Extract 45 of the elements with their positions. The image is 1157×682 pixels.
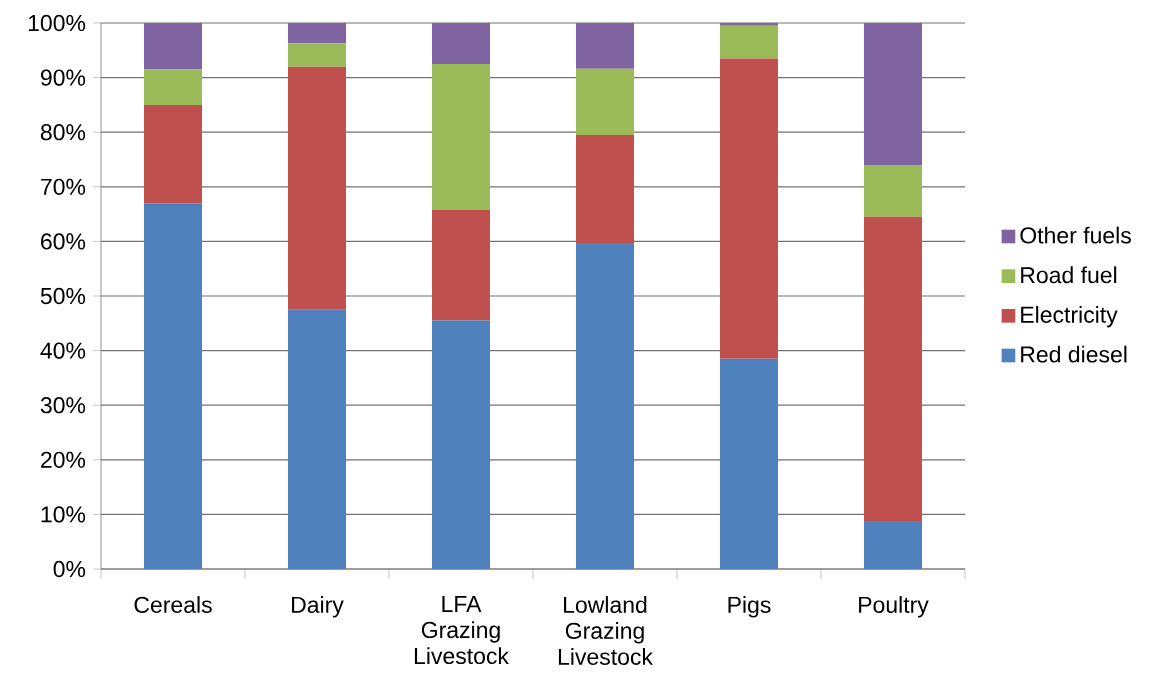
- bar: [863, 520, 922, 569]
- legend-label: Red diesel: [1021, 345, 1127, 363]
- bar: [863, 164, 922, 217]
- y-tick-label: 90%: [40, 69, 86, 86]
- bar: [719, 23, 778, 26]
- x-tick-label: Lowland Grazing Livestock: [558, 596, 653, 665]
- y-tick-label: 10%: [41, 506, 86, 523]
- bar: [144, 69, 202, 105]
- bar: [432, 320, 490, 569]
- y-tick-label: 20%: [41, 451, 86, 468]
- bar: [288, 66, 346, 310]
- y-tick-label: 0%: [53, 560, 86, 578]
- bar: [863, 216, 922, 521]
- bar: [719, 58, 778, 359]
- x-tick-label: Poultry: [859, 596, 929, 618]
- legend-label: Electricity: [1021, 306, 1118, 328]
- bar: [719, 358, 778, 569]
- y-tick-label: 50%: [40, 287, 86, 305]
- y-tick-label: 60%: [41, 233, 86, 250]
- bar: [575, 23, 634, 69]
- y-tick-label: 40%: [40, 342, 86, 359]
- bar: [144, 203, 202, 569]
- y-tick-label: 70%: [41, 178, 86, 195]
- x-tick-label: Dairy: [292, 596, 344, 618]
- bar: [432, 209, 490, 321]
- bar: [144, 104, 202, 204]
- bar: [719, 25, 778, 59]
- bar: [288, 309, 346, 569]
- bar: [432, 23, 490, 64]
- y-tick-label: 30%: [40, 397, 86, 414]
- bar: [863, 23, 922, 165]
- bar: [144, 23, 202, 70]
- x-tick-label: Pigs: [728, 596, 771, 618]
- bar: [432, 63, 490, 210]
- bar: [575, 68, 634, 135]
- bar: [575, 243, 634, 569]
- legend-label: Road fuel: [1021, 266, 1117, 284]
- bar: [288, 23, 346, 44]
- bar: [575, 134, 634, 244]
- y-tick-label: 80%: [40, 124, 86, 141]
- x-tick-label: Cereals: [134, 596, 212, 613]
- bar: [288, 43, 346, 67]
- y-tick-label: 100%: [28, 14, 86, 32]
- x-tick-label: LFA Grazing Livestock: [414, 596, 509, 665]
- legend-label: Other fuels: [1020, 226, 1131, 244]
